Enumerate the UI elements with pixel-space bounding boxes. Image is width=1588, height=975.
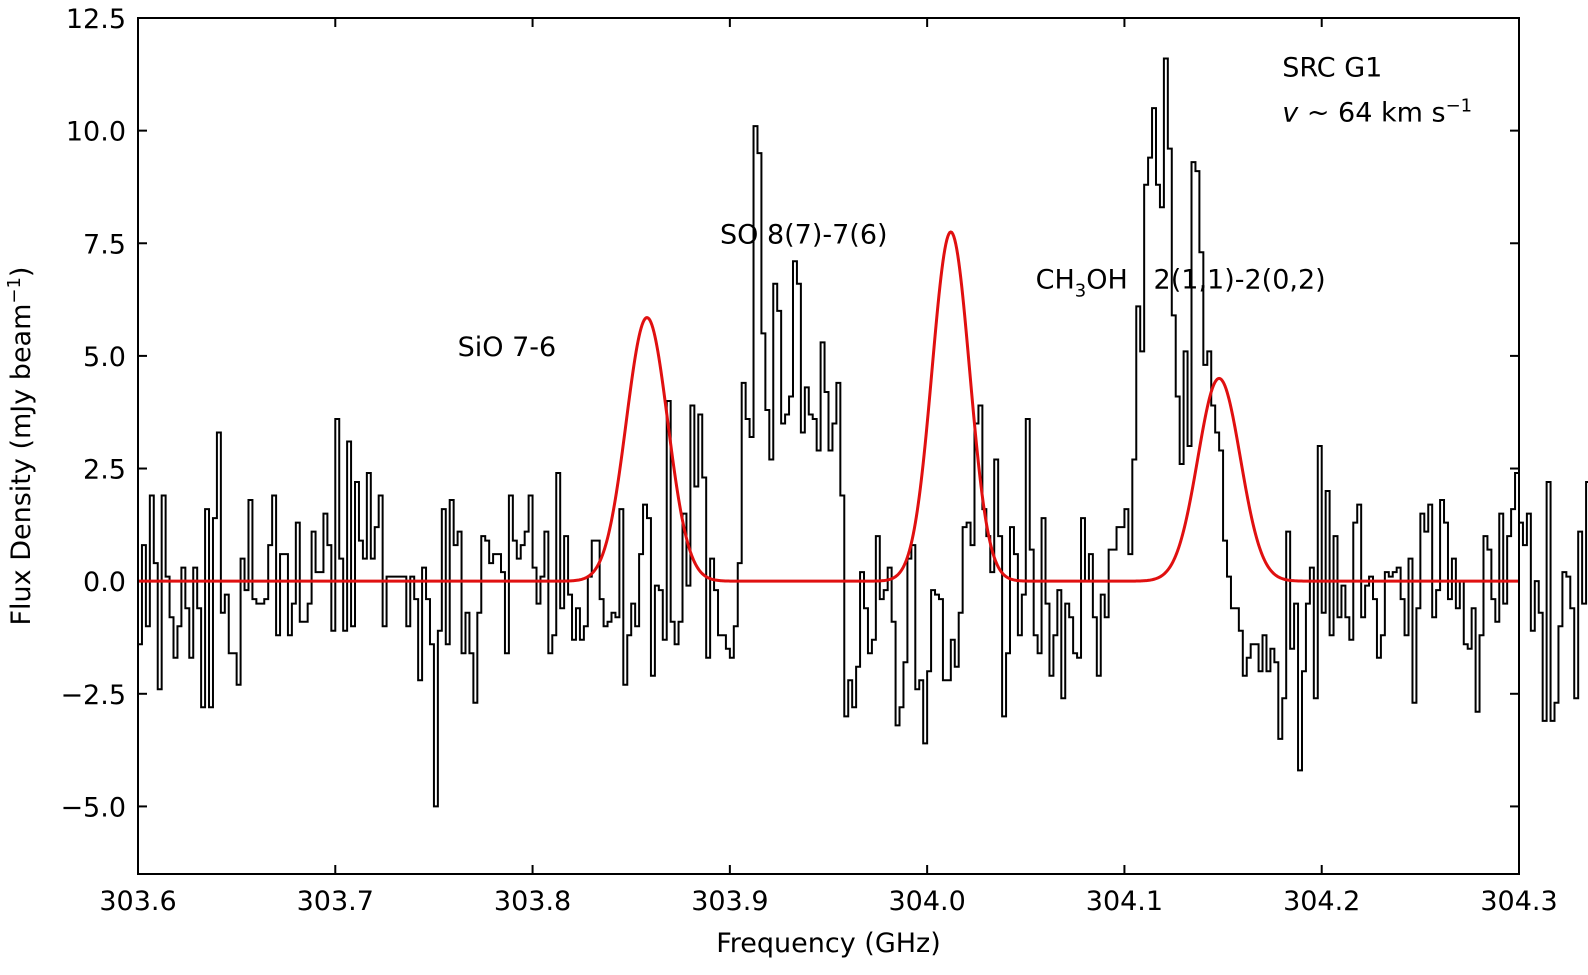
x-tick-label: 303.7: [297, 886, 374, 917]
y-tick-label: 5.0: [83, 342, 126, 373]
y-tick-label: 12.5: [66, 4, 126, 35]
x-tick-label: 304.1: [1086, 886, 1163, 917]
x-axis-label: Frequency (GHz): [716, 928, 941, 959]
y-tick-label: −5.0: [60, 792, 126, 823]
y-tick-label: 2.5: [83, 455, 126, 486]
annotation-ch3oh: CH3OH 2(1,1)-2(0,2): [1036, 264, 1326, 301]
annotation-sio: SiO 7-6: [458, 332, 557, 363]
y-tick-label: 7.5: [83, 229, 126, 260]
x-tick-label: 303.8: [494, 886, 571, 917]
x-tick-label: 303.6: [99, 886, 176, 917]
tick-labels: 303.6 303.7 303.8 303.9 304.0 304.1 304.2 304.3…: [60, 4, 1557, 917]
plot-frame: [137, 17, 1520, 875]
spectrum-steps: [138, 57, 1588, 808]
x-tick-label: 304.2: [1283, 886, 1360, 917]
y-tick-label: 10.0: [66, 117, 126, 148]
y-axis-label: Flux Density (mJy beam−1): [4, 267, 37, 626]
y-tick-label: −2.5: [60, 680, 126, 711]
y-tick-label: 0.0: [83, 567, 126, 598]
axis-ticks: [137, 17, 1520, 874]
series-layer: [138, 57, 1588, 808]
x-tick-label: 303.9: [691, 886, 768, 917]
x-tick-label: 304.0: [888, 886, 965, 917]
annotation-so: SO 8(7)-7(6): [720, 219, 888, 250]
y-axis-label-sup: −1: [4, 277, 25, 304]
annotation-source: SRC G1: [1282, 53, 1382, 84]
gaussian-fit-curve: [138, 230, 1519, 583]
annotation-velocity: v ~ 64 km s−1: [1282, 96, 1472, 129]
x-tick-label: 304.3: [1480, 886, 1557, 917]
